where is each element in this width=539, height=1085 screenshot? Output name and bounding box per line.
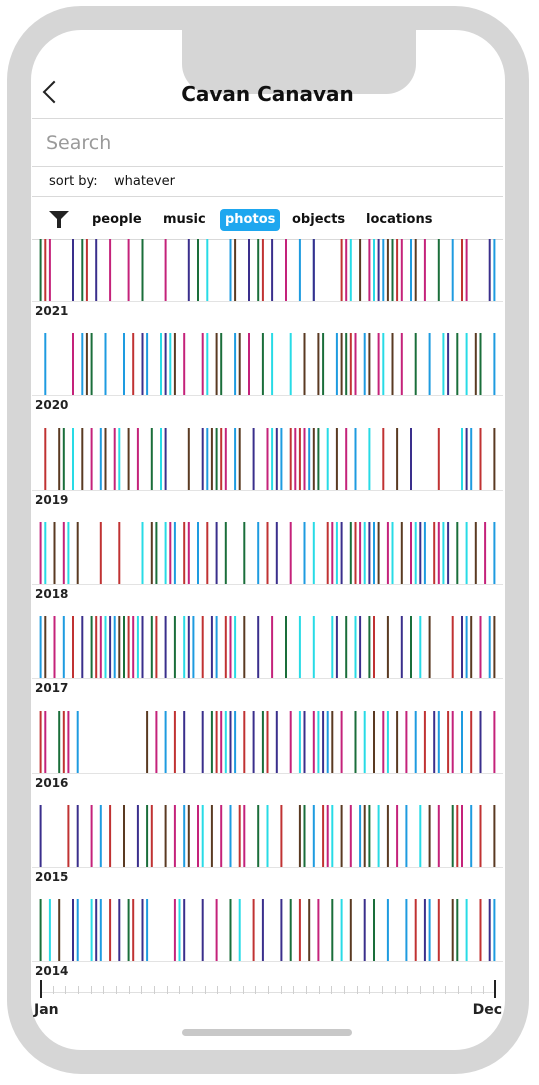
event-bars-2019 <box>44 428 496 490</box>
axis-tick <box>306 986 307 994</box>
year-label-2021: 2021 <box>35 304 69 318</box>
home-indicator <box>182 1029 352 1036</box>
filter-funnel-icon[interactable] <box>49 211 69 228</box>
year-strip-2019[interactable] <box>32 428 503 491</box>
axis-tick <box>255 986 257 994</box>
phone-notch <box>182 30 416 94</box>
year-strip-2016[interactable] <box>32 711 503 774</box>
axis-tick <box>52 986 54 994</box>
search-bar <box>32 119 503 167</box>
axis-tick <box>116 986 117 994</box>
filter-bar: people music photos objects locations <box>32 197 503 240</box>
axis-label-dec: Dec <box>472 1002 502 1018</box>
axis-tick <box>445 986 447 994</box>
axis-tick <box>470 986 472 994</box>
axis-tick <box>432 986 434 994</box>
axis-tick <box>394 986 396 994</box>
axis-tick <box>128 986 130 994</box>
year-strip-2020[interactable] <box>32 333 503 396</box>
event-bars-2014 <box>39 899 496 961</box>
event-bars-2020 <box>44 333 496 395</box>
event-bars-2016 <box>39 711 496 773</box>
axis-tick <box>204 986 206 994</box>
event-bars-2017 <box>39 616 496 678</box>
axis-end-marker <box>494 980 496 998</box>
axis-tick <box>242 986 244 994</box>
event-bars-2021 <box>39 239 496 301</box>
axis-tick <box>369 986 371 994</box>
axis-tick <box>78 986 79 994</box>
tab-photos[interactable]: photos <box>220 209 281 231</box>
sort-label: sort by: <box>49 174 98 189</box>
year-label-2015: 2015 <box>35 870 69 884</box>
axis-tick <box>318 986 320 994</box>
tab-locations[interactable]: locations <box>366 212 433 227</box>
axis-tick <box>90 986 92 994</box>
year-label-2017: 2017 <box>35 681 69 695</box>
event-bars-2018 <box>39 522 496 584</box>
year-strip-2018[interactable] <box>32 522 503 585</box>
axis-tick <box>166 986 168 994</box>
sort-dropdown[interactable]: whatever <box>114 174 175 189</box>
axis-tick <box>458 986 459 994</box>
axis-label-jan: Jan <box>34 1002 59 1018</box>
axis-tick <box>230 986 231 994</box>
axis-tick <box>280 986 282 994</box>
tab-objects[interactable]: objects <box>292 212 346 227</box>
axis-tick <box>382 986 383 994</box>
tab-people[interactable]: people <box>92 212 142 227</box>
event-bars-2015 <box>39 805 496 867</box>
tab-music[interactable]: music <box>163 212 206 227</box>
axis-tick <box>344 986 345 994</box>
axis-tick <box>179 986 181 994</box>
year-strip-2015[interactable] <box>32 805 503 868</box>
month-axis: Jan Dec <box>34 974 502 1018</box>
year-label-2018: 2018 <box>35 587 69 601</box>
year-label-2016: 2016 <box>35 776 69 790</box>
year-label-2019: 2019 <box>35 493 69 507</box>
axis-tick <box>356 986 358 994</box>
year-strip-2014[interactable] <box>32 899 503 962</box>
axis-tick <box>483 986 485 994</box>
year-label-2014: 2014 <box>35 964 69 978</box>
axis-tick <box>154 986 155 994</box>
axis-tick <box>103 986 105 994</box>
page-title: Cavan Canavan <box>181 82 354 106</box>
axis-tick <box>420 986 421 994</box>
axis-tick <box>65 986 67 994</box>
axis-tick <box>217 986 219 994</box>
year-label-2020: 2020 <box>35 398 69 412</box>
axis-tick <box>141 986 143 994</box>
axis-tick <box>331 986 333 994</box>
axis-tick <box>268 986 269 994</box>
sort-bar: sort by: whatever <box>32 167 503 197</box>
axis-start-marker <box>40 980 42 998</box>
search-input[interactable] <box>44 131 488 155</box>
year-strip-2017[interactable] <box>32 616 503 679</box>
axis-tick <box>407 986 409 994</box>
year-strip-2021[interactable] <box>32 239 503 302</box>
phone-frame <box>7 6 529 1074</box>
axis-tick <box>293 986 295 994</box>
header: Cavan Canavan <box>32 30 503 119</box>
axis-tick <box>192 986 193 994</box>
